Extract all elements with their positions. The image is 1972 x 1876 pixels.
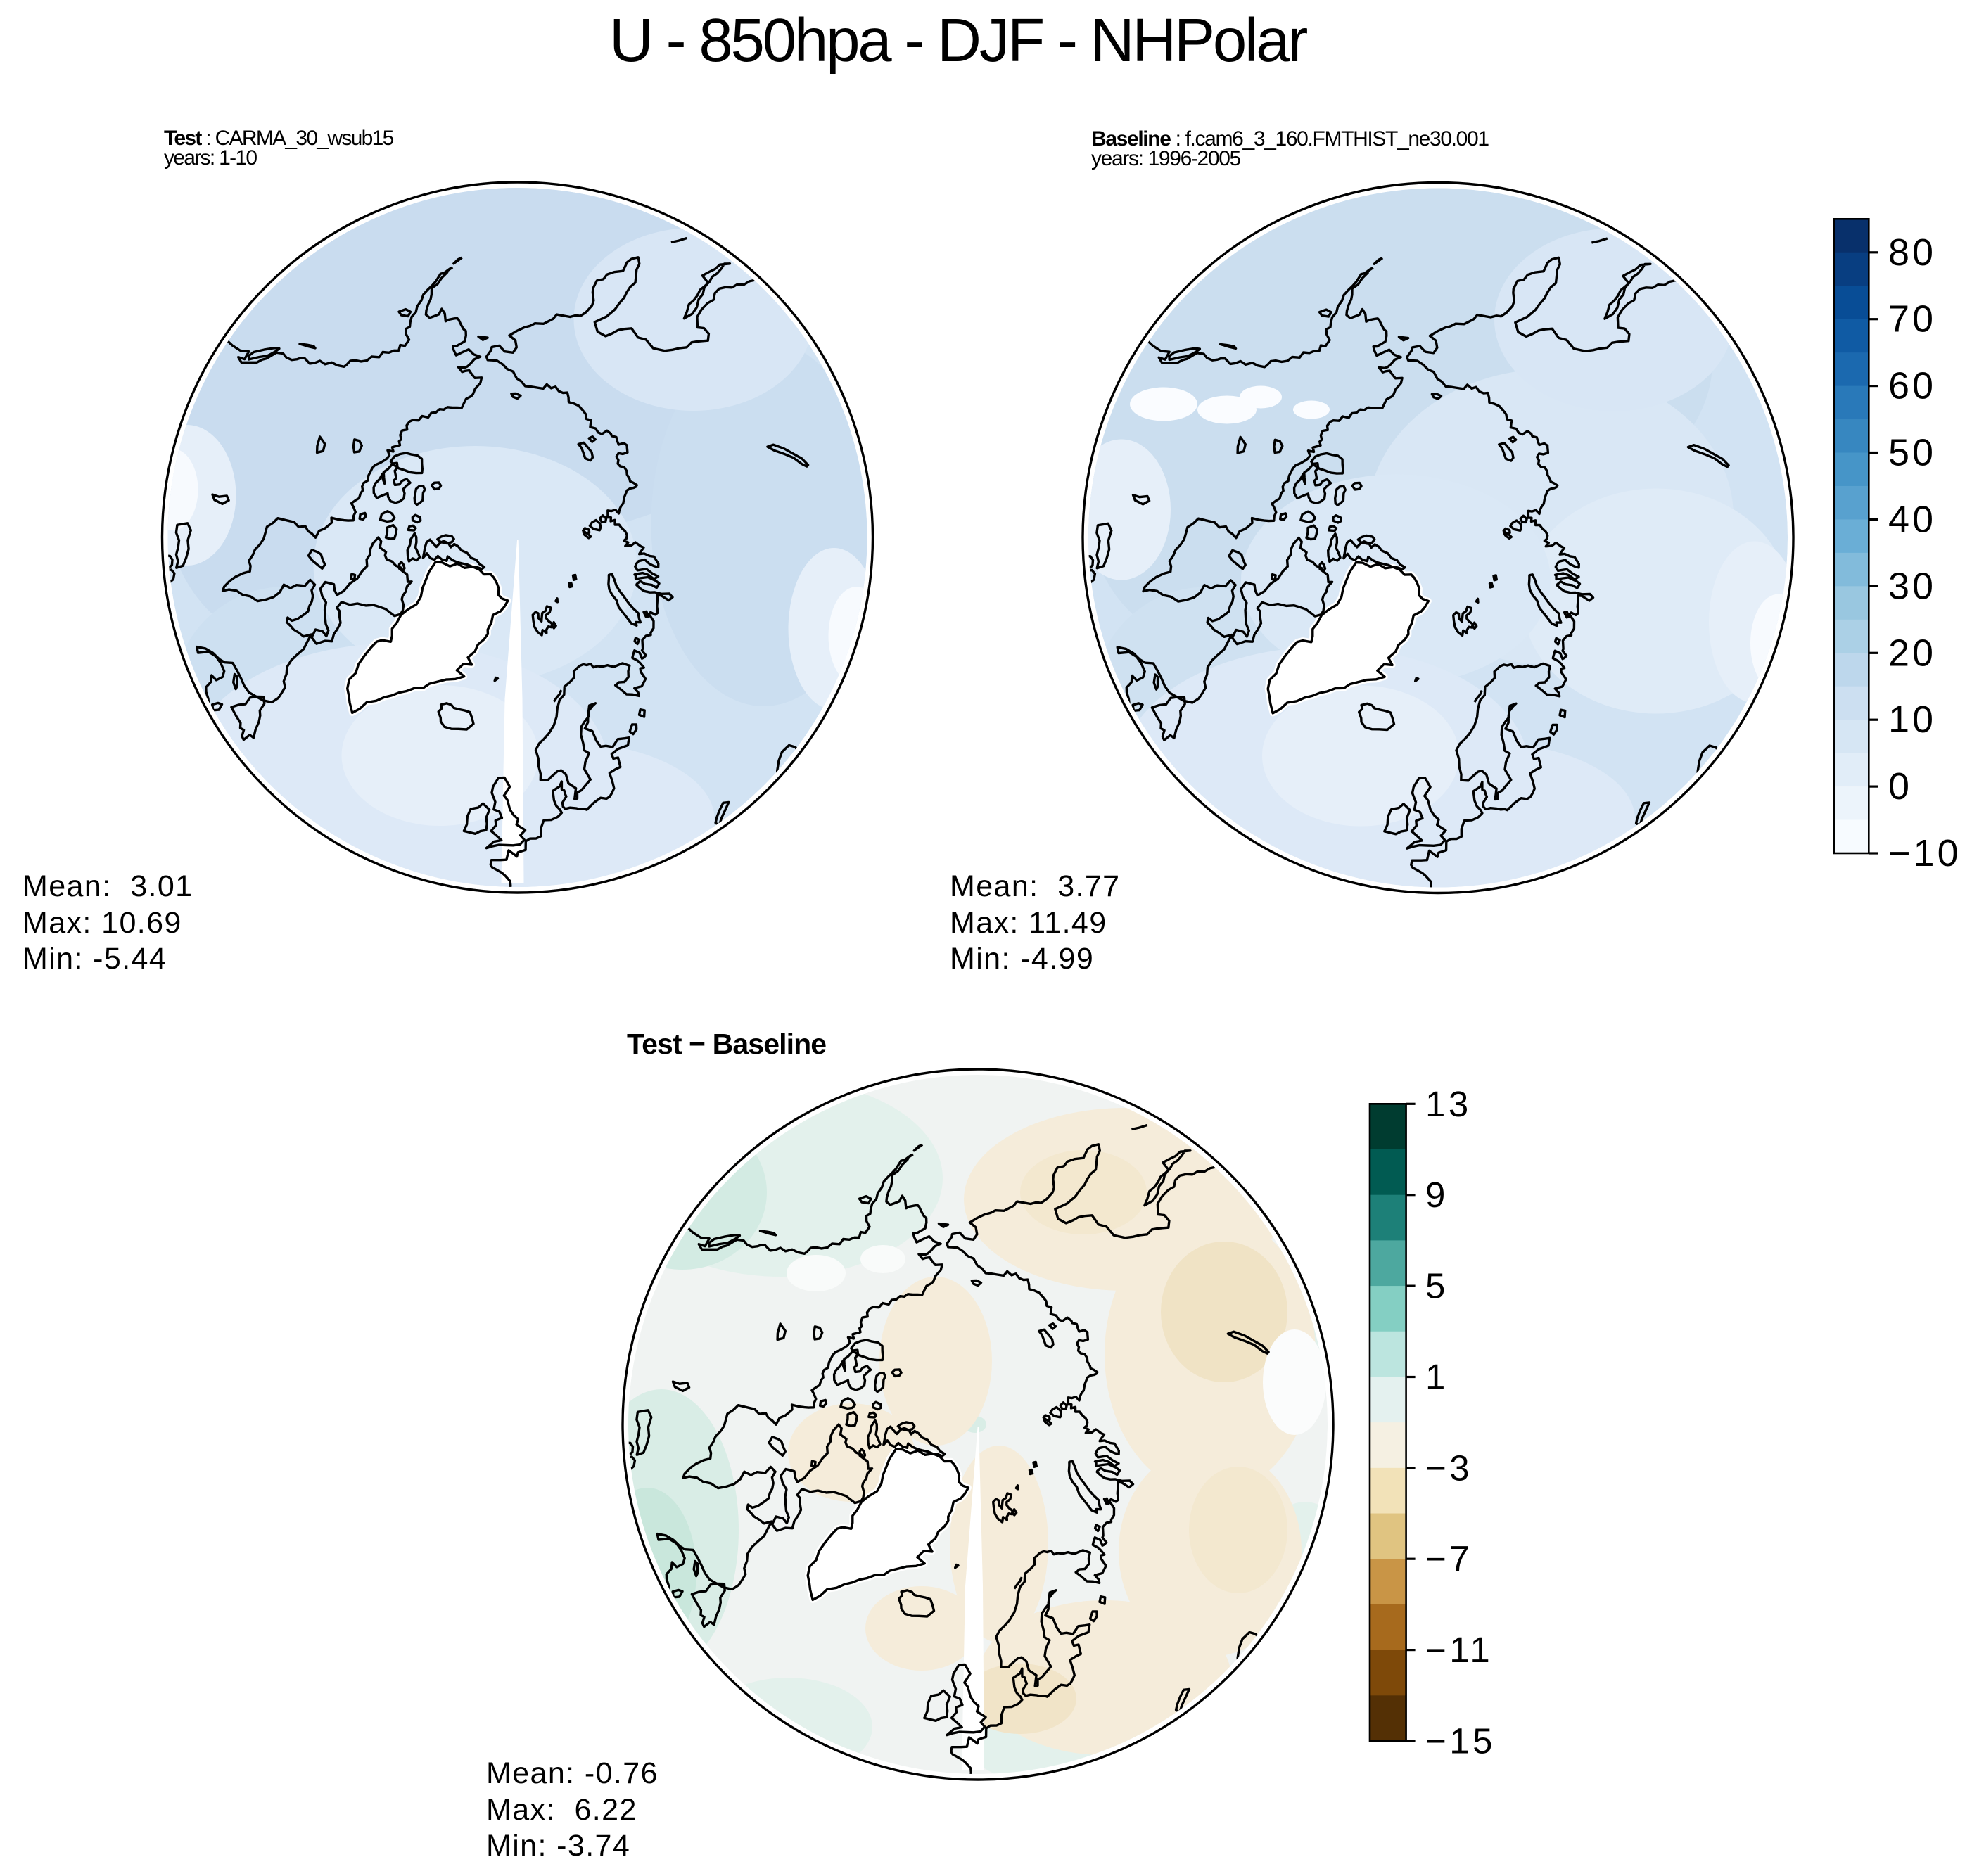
- svg-text:20: 20: [1888, 632, 1936, 674]
- svg-text:−11: −11: [1425, 1630, 1493, 1670]
- svg-text:13: 13: [1425, 1084, 1472, 1124]
- svg-text:30: 30: [1888, 565, 1936, 607]
- svg-text:50: 50: [1888, 432, 1936, 474]
- svg-text:5: 5: [1425, 1266, 1449, 1306]
- svg-text:9: 9: [1425, 1175, 1449, 1215]
- svg-text:−10: −10: [1888, 832, 1961, 874]
- svg-text:80: 80: [1888, 231, 1936, 274]
- svg-text:−15: −15: [1425, 1721, 1496, 1761]
- svg-text:−3: −3: [1425, 1448, 1472, 1488]
- svg-text:40: 40: [1888, 498, 1936, 540]
- svg-text:−7: −7: [1425, 1539, 1472, 1579]
- svg-text:1: 1: [1425, 1357, 1449, 1397]
- svg-text:0: 0: [1888, 765, 1912, 808]
- svg-text:70: 70: [1888, 298, 1936, 340]
- svg-text:60: 60: [1888, 365, 1936, 407]
- svg-text:10: 10: [1888, 698, 1936, 741]
